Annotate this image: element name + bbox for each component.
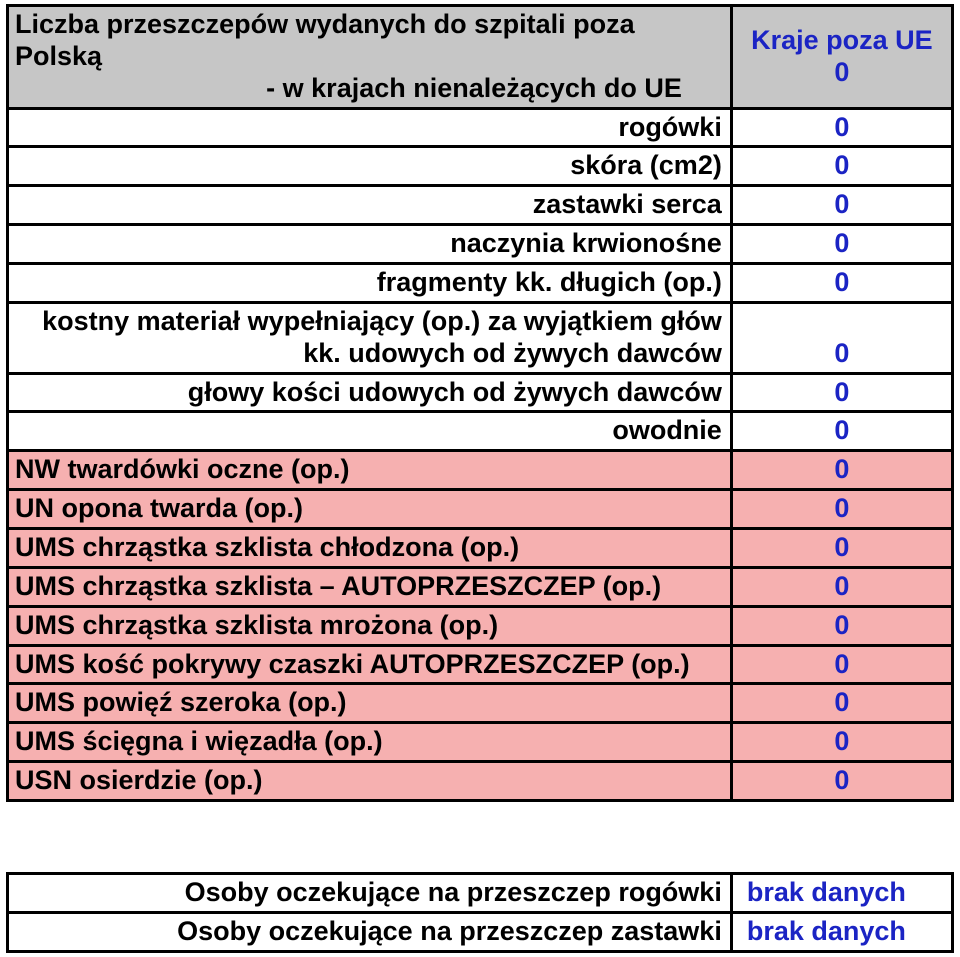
table-row-label: UN opona twarda (op.) bbox=[8, 490, 732, 529]
table-row-label: fragmenty kk. długich (op.) bbox=[8, 264, 732, 303]
table-row-value: 0 bbox=[731, 490, 952, 529]
header-label-line1: Liczba przeszczepów wydanych do szpitali… bbox=[15, 9, 722, 73]
table-row-value: 0 bbox=[731, 302, 952, 373]
table-row-label: UMS powięź szeroka (op.) bbox=[8, 684, 732, 723]
header-label: Liczba przeszczepów wydanych do szpitali… bbox=[8, 6, 732, 109]
table-row-value: 0 bbox=[731, 225, 952, 264]
table-row-label: UMS kość pokrywy czaszki AUTOPRZESZCZEP … bbox=[8, 645, 732, 684]
table-row-label: naczynia krwionośne bbox=[8, 225, 732, 264]
table-row-label: UMS chrząstka szklista chłodzona (op.) bbox=[8, 529, 732, 568]
table-row-value: 0 bbox=[731, 529, 952, 568]
table-row-label: UMS chrząstka szklista – AUTOPRZESZCZEP … bbox=[8, 567, 732, 606]
table-row-value: 0 bbox=[731, 412, 952, 451]
table-row-label: USN osierdzie (op.) bbox=[8, 762, 732, 801]
table-row-value: 0 bbox=[731, 762, 952, 801]
table-row-label: owodnie bbox=[8, 412, 732, 451]
table-row-label: skóra (cm2) bbox=[8, 147, 732, 186]
table-row-value: 0 bbox=[731, 186, 952, 225]
waiting-row-value: brak danych bbox=[731, 874, 952, 913]
main-table: Liczba przeszczepów wydanych do szpitali… bbox=[6, 4, 954, 802]
table-row-label: głowy kości udowych od żywych dawców bbox=[8, 373, 732, 412]
table-row-value: 0 bbox=[731, 451, 952, 490]
waiting-table: Osoby oczekujące na przeszczep rogówkibr… bbox=[6, 872, 954, 953]
table-row-label: zastawki serca bbox=[8, 186, 732, 225]
header-label-line2: - w krajach nienależących do UE bbox=[15, 73, 722, 105]
table-row-value: 0 bbox=[731, 723, 952, 762]
table-row-value: 0 bbox=[731, 645, 952, 684]
table-row-value: 0 bbox=[731, 684, 952, 723]
table-row-label: UMS ścięgna i więzadła (op.) bbox=[8, 723, 732, 762]
table-row-label: UMS chrząstka szklista mrożona (op.) bbox=[8, 606, 732, 645]
header-value: Kraje poza UE0 bbox=[731, 6, 952, 109]
table-row-value: 0 bbox=[731, 147, 952, 186]
header-value-line2: 0 bbox=[741, 57, 943, 89]
waiting-row-value: brak danych bbox=[731, 912, 952, 951]
table-row-value: 0 bbox=[731, 264, 952, 303]
table-row-value: 0 bbox=[731, 108, 952, 147]
table-row-value: 0 bbox=[731, 606, 952, 645]
table-row-label: rogówki bbox=[8, 108, 732, 147]
header-value-line1: Kraje poza UE bbox=[741, 25, 943, 57]
table-row-label: NW twardówki oczne (op.) bbox=[8, 451, 732, 490]
table-row-label: kostny materiał wypełniający (op.) za wy… bbox=[8, 302, 732, 373]
table-row-value: 0 bbox=[731, 567, 952, 606]
waiting-row-label: Osoby oczekujące na przeszczep rogówki bbox=[8, 874, 732, 913]
table-row-value: 0 bbox=[731, 373, 952, 412]
waiting-row-label: Osoby oczekujące na przeszczep zastawki bbox=[8, 912, 732, 951]
